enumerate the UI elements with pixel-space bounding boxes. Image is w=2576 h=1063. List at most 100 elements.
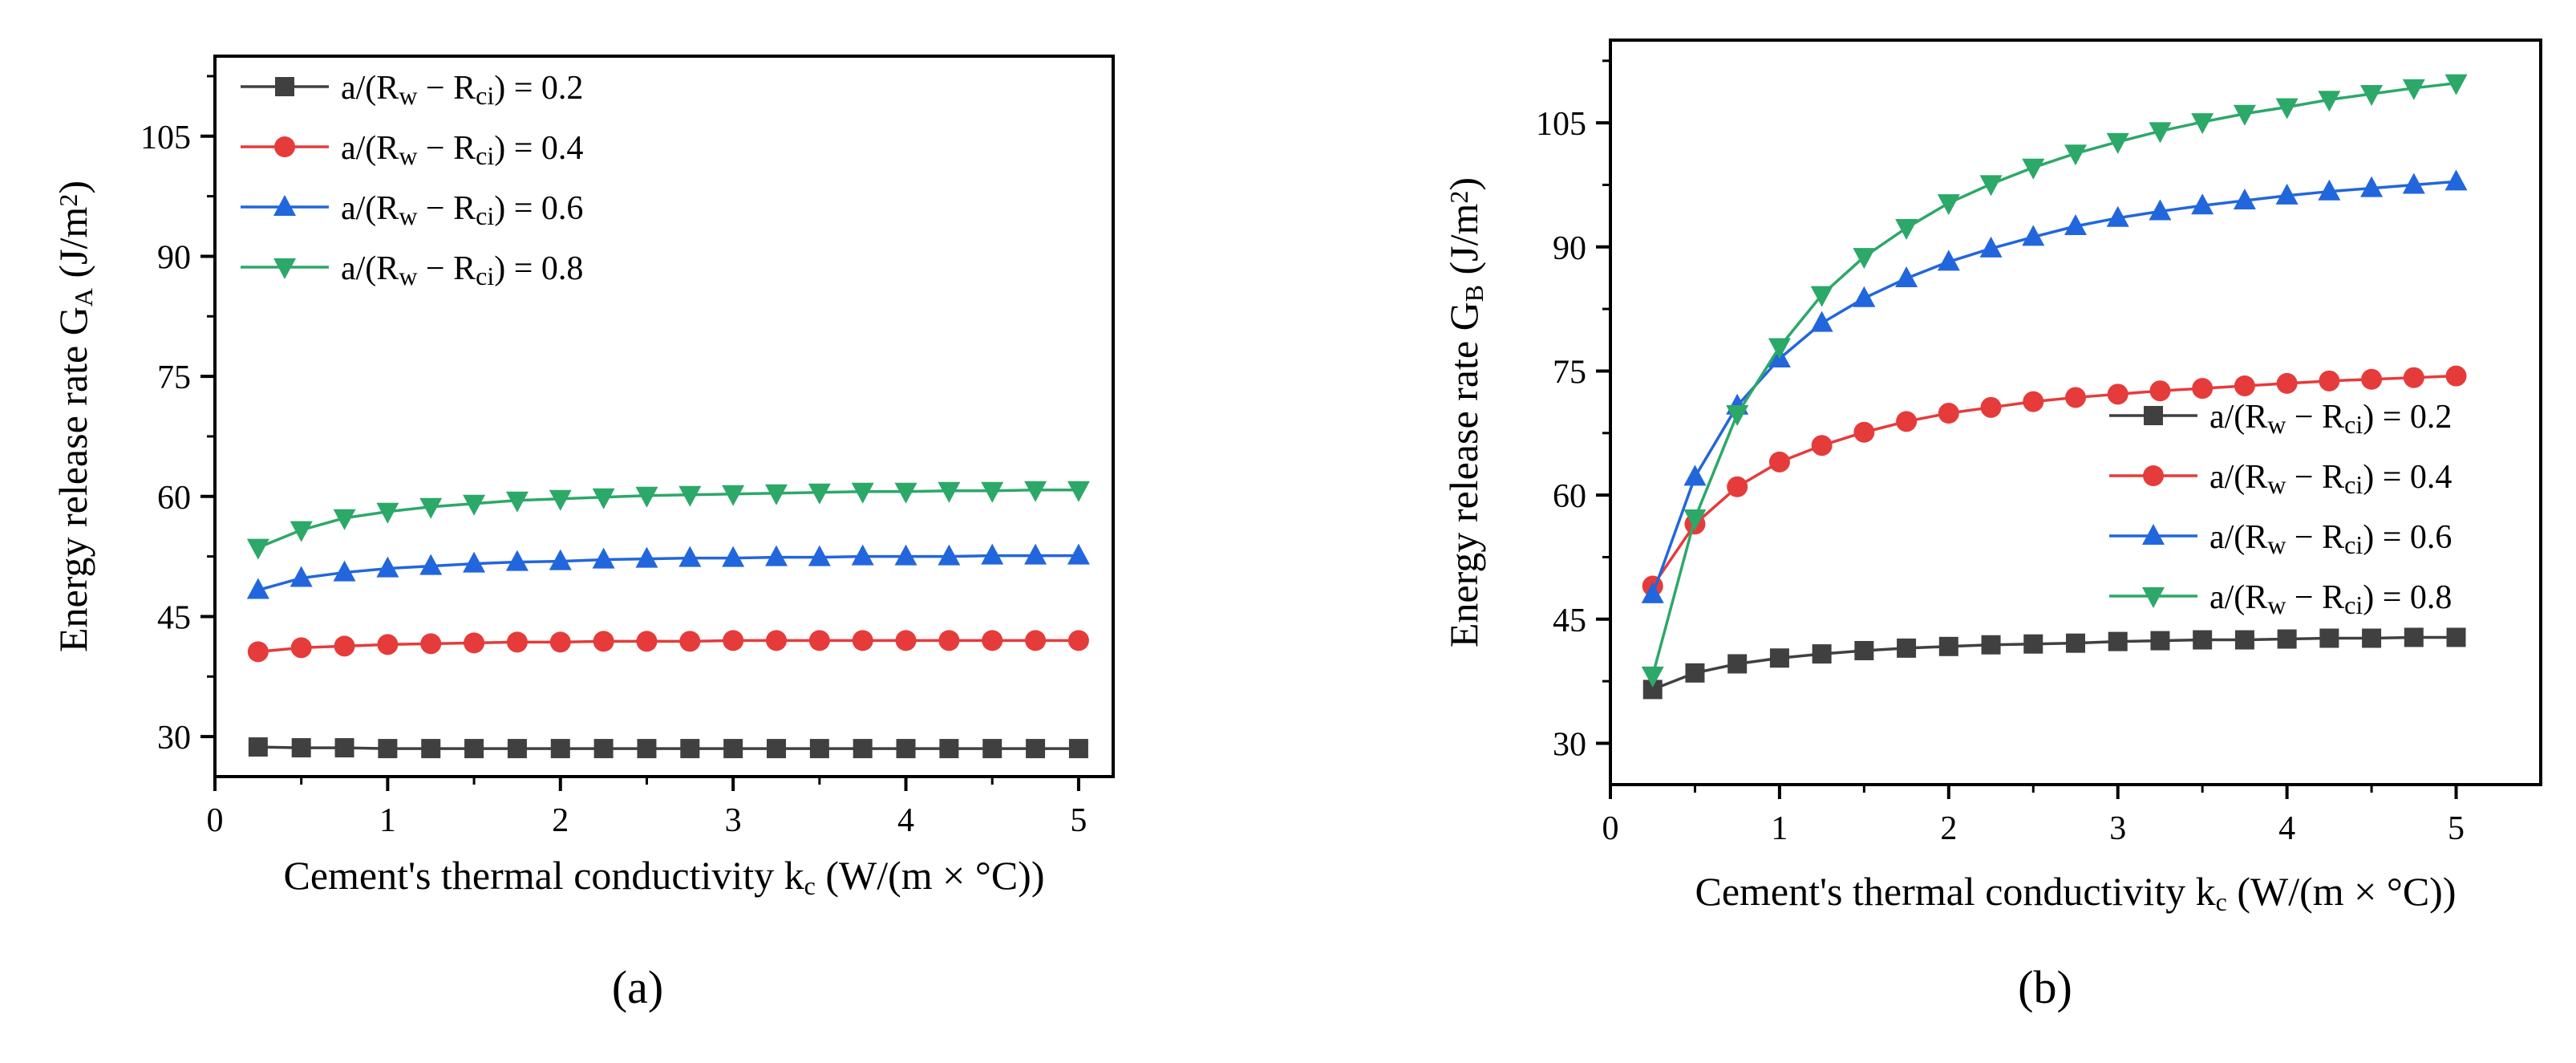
x-tick-label: 2 xyxy=(552,802,569,839)
data-point xyxy=(376,556,399,578)
data-point xyxy=(678,546,702,567)
data-point xyxy=(852,630,873,651)
data-point xyxy=(765,545,788,566)
data-point xyxy=(2404,627,2424,647)
data-point xyxy=(809,739,829,759)
legend-entry: a/(Rw − Rci) = 0.4 xyxy=(2209,459,2452,499)
legend-marker xyxy=(2144,406,2163,425)
x-tick-label: 5 xyxy=(2448,810,2465,847)
data-point xyxy=(851,482,874,504)
data-point xyxy=(1979,175,2003,197)
data-point xyxy=(1641,666,1664,688)
x-tick-label: 4 xyxy=(897,802,914,839)
y-tick-label: 105 xyxy=(1536,106,1586,143)
data-point xyxy=(1068,739,1088,759)
plot-frame xyxy=(1609,39,2542,786)
legend-marker xyxy=(2142,587,2165,608)
data-point xyxy=(938,630,960,651)
data-point xyxy=(851,544,874,566)
x-axis-label: Cement's thermal conductivity kc (W/(m ×… xyxy=(1695,869,2457,916)
data-point xyxy=(2361,368,2383,390)
legend-entry: a/(Rw − Rci) = 0.8 xyxy=(2209,579,2452,619)
data-point xyxy=(679,631,701,652)
data-point xyxy=(895,630,917,651)
data-point xyxy=(1067,481,1090,502)
series-4 xyxy=(1641,74,2468,688)
data-point xyxy=(290,521,313,542)
data-point xyxy=(853,739,873,759)
legend-marker xyxy=(274,136,295,157)
data-point xyxy=(1897,638,1917,658)
series-4 xyxy=(246,481,1090,560)
series-line xyxy=(257,489,1079,550)
data-point xyxy=(592,547,615,569)
data-point xyxy=(2066,633,2085,653)
data-point xyxy=(505,491,529,513)
y-tick-label: 60 xyxy=(1553,478,1586,515)
data-point xyxy=(635,486,658,508)
data-point xyxy=(333,509,356,530)
data-point xyxy=(1024,481,1047,502)
data-point xyxy=(1812,644,1832,664)
data-point xyxy=(2022,225,2045,246)
x-tick-label: 2 xyxy=(1940,810,1957,847)
data-point xyxy=(894,544,917,566)
data-point xyxy=(938,544,961,566)
data-point xyxy=(2106,132,2129,154)
series-3 xyxy=(1641,169,2468,603)
data-point xyxy=(1726,405,1749,427)
data-point xyxy=(333,560,356,582)
data-point xyxy=(2107,383,2128,405)
data-point xyxy=(1938,636,1958,656)
y-tick-label: 60 xyxy=(157,480,191,517)
data-point xyxy=(377,634,399,655)
data-point xyxy=(246,578,269,599)
y-tick-label: 75 xyxy=(157,359,191,396)
data-point xyxy=(1938,403,1959,424)
data-point xyxy=(678,485,702,507)
data-point xyxy=(1769,648,1789,668)
data-point xyxy=(1067,543,1090,565)
data-point xyxy=(334,738,354,758)
x-tick-label: 3 xyxy=(725,802,742,839)
data-point xyxy=(2275,183,2299,205)
data-point xyxy=(1854,640,1874,660)
y-tick-label: 45 xyxy=(157,599,191,636)
data-point xyxy=(982,739,1002,759)
x-tick-label: 1 xyxy=(379,802,396,839)
panel-label: (b) xyxy=(2018,961,2072,1013)
data-point xyxy=(2233,104,2256,126)
data-point xyxy=(981,481,1004,503)
data-point xyxy=(2360,85,2384,107)
series-2 xyxy=(247,630,1089,663)
data-point xyxy=(808,630,830,651)
data-point xyxy=(2319,370,2340,392)
data-point xyxy=(2023,391,2044,412)
data-point xyxy=(246,538,269,560)
data-point xyxy=(2360,176,2384,197)
data-point xyxy=(1067,630,1089,651)
data-point xyxy=(2403,367,2424,388)
data-point xyxy=(334,635,355,657)
data-point xyxy=(290,566,313,587)
data-point xyxy=(2275,98,2299,120)
data-point xyxy=(808,483,831,505)
data-point xyxy=(2233,189,2256,210)
legend-entry: a/(Rw − Rci) = 0.8 xyxy=(341,250,583,290)
data-point xyxy=(767,739,786,759)
data-point xyxy=(2402,79,2425,100)
data-point xyxy=(593,631,614,652)
data-point xyxy=(938,481,961,503)
series-1 xyxy=(1642,627,2466,700)
data-point xyxy=(1853,286,1876,307)
legend-entry: a/(Rw − Rci) = 0.6 xyxy=(341,190,583,230)
data-point xyxy=(1937,250,1960,271)
data-point xyxy=(2064,214,2087,235)
plot-frame xyxy=(213,55,1115,778)
legend-marker xyxy=(2143,465,2164,486)
legend-marker xyxy=(273,258,296,279)
legend-entry: a/(Rw − Rci) = 0.4 xyxy=(341,130,583,170)
data-point xyxy=(722,485,745,506)
data-point xyxy=(2446,627,2466,647)
